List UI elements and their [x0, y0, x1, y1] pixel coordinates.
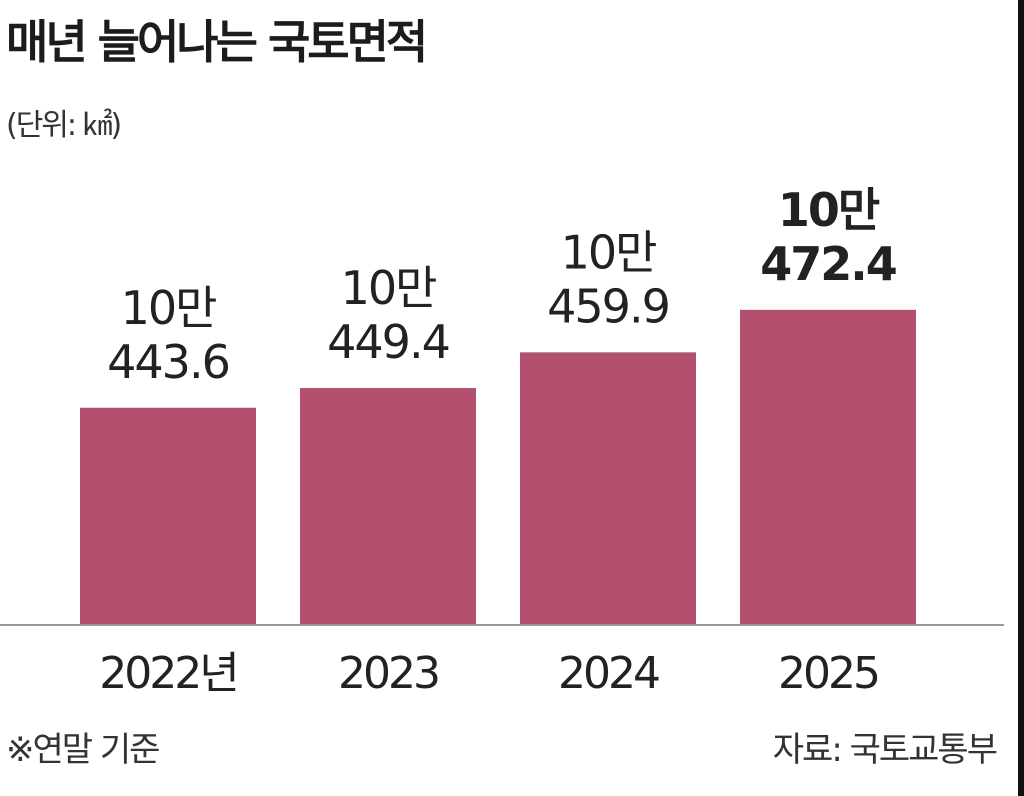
unit-label: (단위: ㎢)	[6, 108, 122, 143]
x-tick-label-3: 2025	[778, 648, 878, 699]
source-label: 자료: 국토교통부	[772, 730, 998, 770]
data-label-top-2: 10만	[561, 225, 657, 279]
bar-0	[80, 407, 256, 624]
bar-3	[740, 309, 916, 624]
right-edge-border	[1018, 0, 1024, 796]
data-label-top-1: 10만	[341, 261, 437, 315]
bar-2	[520, 352, 696, 624]
x-tick-label-1: 2023	[338, 648, 438, 699]
data-label-bottom-1: 449.4	[327, 315, 449, 369]
data-label-bottom-3: 472.4	[760, 237, 896, 291]
data-label-bottom-0: 443.6	[107, 335, 229, 389]
x-tick-label-2: 2024	[558, 648, 659, 699]
data-label-top-3: 10만	[778, 183, 880, 237]
x-tick-label-0: 2022년	[99, 648, 236, 699]
footnote: ※연말 기준	[6, 730, 160, 770]
bar-1	[300, 388, 476, 624]
data-label-bottom-2: 459.9	[547, 279, 669, 333]
chart-title: 매년 늘어나는 국토면적	[6, 15, 428, 69]
data-label-top-0: 10만	[121, 281, 217, 335]
